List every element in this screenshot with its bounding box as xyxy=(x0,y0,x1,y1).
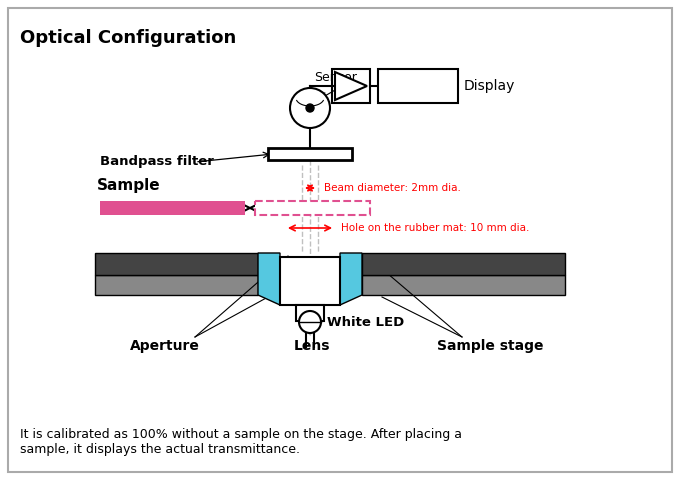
Bar xyxy=(280,257,340,305)
Bar xyxy=(332,69,370,103)
Bar xyxy=(268,148,352,160)
Text: Hole on the rubber mat: 10 mm dia.: Hole on the rubber mat: 10 mm dia. xyxy=(341,223,529,233)
Bar xyxy=(95,253,258,275)
Bar xyxy=(296,305,324,321)
Text: Sample stage: Sample stage xyxy=(437,339,543,353)
Bar xyxy=(378,69,458,103)
Text: 100.0: 100.0 xyxy=(388,76,448,96)
Text: Lens: Lens xyxy=(294,339,330,353)
Bar xyxy=(362,275,565,295)
Circle shape xyxy=(306,104,314,112)
Text: Sample: Sample xyxy=(97,178,160,193)
Polygon shape xyxy=(335,72,367,100)
Polygon shape xyxy=(258,253,280,305)
Text: Sensor: Sensor xyxy=(314,71,357,84)
Text: Optical Configuration: Optical Configuration xyxy=(20,29,236,47)
Text: Beam diameter: 2mm dia.: Beam diameter: 2mm dia. xyxy=(324,183,461,193)
Text: White LED: White LED xyxy=(327,315,404,328)
Polygon shape xyxy=(340,253,362,305)
Bar xyxy=(100,201,245,215)
Text: Display: Display xyxy=(464,79,515,93)
Circle shape xyxy=(299,311,321,333)
Bar xyxy=(362,253,565,275)
Text: Aperture: Aperture xyxy=(130,339,200,353)
Text: Rubber mat: t=2mm: Rubber mat: t=2mm xyxy=(455,256,563,266)
Text: Bandpass filter: Bandpass filter xyxy=(100,156,214,168)
Circle shape xyxy=(290,88,330,128)
Bar xyxy=(255,201,370,215)
Text: It is calibrated as 100% without a sample on the stage. After placing a
sample, : It is calibrated as 100% without a sampl… xyxy=(20,428,462,456)
Bar xyxy=(95,275,258,295)
